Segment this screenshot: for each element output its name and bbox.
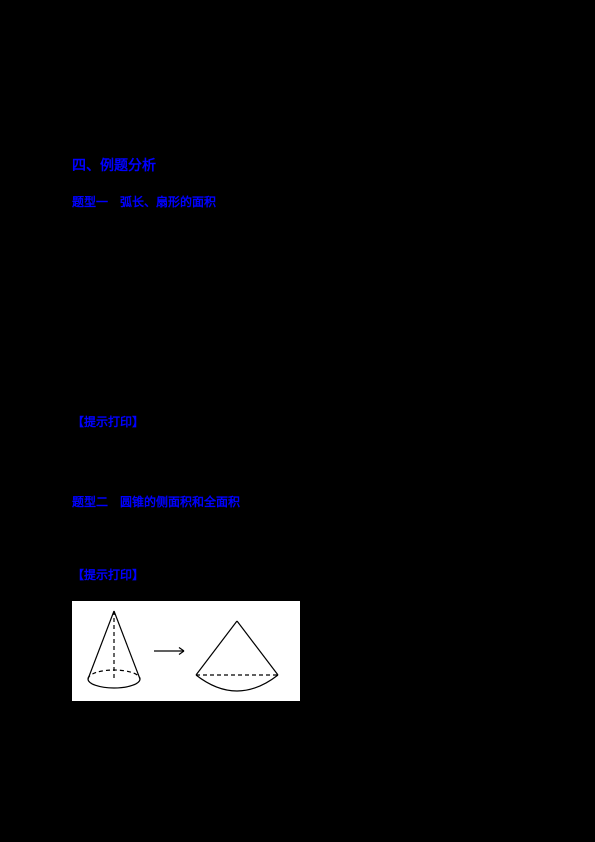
- topic-1-tip-label: 【提示打印】: [72, 413, 522, 430]
- topic-2-heading: 题型二 圆锥的侧面积和全面积: [72, 493, 522, 510]
- cone-sector-figure: [72, 601, 300, 701]
- topic-1-content-area: [72, 228, 522, 413]
- section-heading: 四、例题分析: [72, 155, 522, 175]
- topic-2-content-area: [72, 528, 522, 566]
- topic-1-tip-area: [72, 448, 522, 493]
- topic-2-tip-label: 【提示打印】: [72, 566, 522, 583]
- topic-1-heading: 题型一 弧长、扇形的面积: [72, 193, 522, 210]
